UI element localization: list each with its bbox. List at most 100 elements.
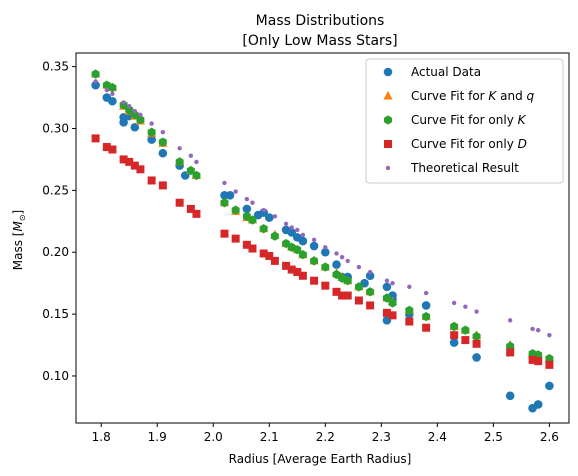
data-point <box>507 318 513 323</box>
data-point <box>270 256 279 265</box>
data-point <box>298 236 308 246</box>
y-axis-label-subscript: ⊙ <box>18 214 27 221</box>
legend-label: Curve Fit for only K <box>411 113 527 127</box>
legend-item: Actual Data <box>383 65 481 79</box>
data-point <box>423 290 429 296</box>
data-point <box>147 176 156 185</box>
data-point <box>158 148 168 158</box>
data-point <box>472 353 481 362</box>
legend-marker-dot <box>385 165 391 171</box>
data-point <box>175 198 184 207</box>
data-point <box>472 331 481 341</box>
data-point <box>248 244 257 253</box>
data-point <box>160 129 166 135</box>
data-point <box>194 159 199 165</box>
data-point <box>505 391 515 401</box>
data-point <box>108 83 117 93</box>
data-point <box>231 234 240 243</box>
y-axis-label-main: Mass [ <box>11 232 25 271</box>
data-point <box>244 196 250 202</box>
data-point <box>287 228 296 237</box>
x-tick-label: 2.4 <box>428 430 447 444</box>
data-point <box>119 155 128 164</box>
legend: Actual Data Curve Fit for K and q Curve Fi… <box>365 58 564 184</box>
data-point <box>283 221 289 226</box>
data-point <box>321 262 330 272</box>
data-point <box>384 278 390 283</box>
data-point <box>265 251 274 260</box>
data-point <box>270 231 279 241</box>
data-point <box>130 110 139 120</box>
data-point <box>506 348 515 357</box>
data-point <box>293 245 302 255</box>
data-point <box>158 181 167 190</box>
data-point <box>310 276 319 285</box>
data-point <box>547 332 552 338</box>
data-point <box>343 276 352 286</box>
data-point <box>334 251 339 256</box>
data-point <box>366 287 375 297</box>
data-point <box>282 261 291 270</box>
y-tick-label: 0.25 <box>42 183 69 197</box>
data-point <box>388 311 397 320</box>
data-point <box>242 240 251 249</box>
x-axis-label: Radius [Average Earth Radius] <box>229 452 412 466</box>
data-point <box>367 269 373 275</box>
data-point <box>472 339 481 348</box>
data-point <box>365 271 375 281</box>
data-point <box>382 308 391 317</box>
data-point <box>534 357 543 366</box>
y-tick-label: 0.10 <box>42 369 69 383</box>
data-point <box>332 260 341 269</box>
data-point <box>108 96 117 106</box>
data-point <box>192 170 201 181</box>
data-point <box>332 287 341 296</box>
y-axis-label-symbol: M <box>11 221 25 232</box>
plot-frame <box>75 52 570 424</box>
legend-marker-square <box>384 140 392 148</box>
data-point <box>91 69 100 79</box>
data-point <box>366 301 375 310</box>
y-axis-ticks: 0.10 0.15 0.20 0.25 0.30 0.35 <box>42 60 76 383</box>
data-point <box>104 87 110 93</box>
legend-label: Actual Data <box>411 65 481 79</box>
data-point <box>450 331 459 340</box>
x-tick-label: 2.2 <box>316 430 335 444</box>
x-tick-label: 1.8 <box>92 430 111 444</box>
data-point <box>450 321 459 332</box>
data-point <box>231 205 240 215</box>
data-point <box>354 296 363 305</box>
data-point <box>130 161 139 170</box>
legend-label: Curve Fit for only D <box>411 137 527 151</box>
data-point <box>382 293 391 303</box>
data-point <box>242 204 252 214</box>
data-point <box>545 381 554 391</box>
data-point <box>248 215 257 225</box>
data-point <box>102 143 111 152</box>
data-point <box>461 336 470 345</box>
x-axis-ticks: 1.8 1.9 2.0 2.1 2.2 2.3 2.4 2.5 2.6 <box>92 423 559 444</box>
data-point <box>108 145 117 154</box>
data-point <box>311 237 317 243</box>
data-point <box>405 317 414 326</box>
data-point <box>298 250 307 260</box>
data-point <box>287 265 296 274</box>
series-0 <box>91 80 554 413</box>
y-tick-label: 0.30 <box>42 121 69 135</box>
data-point <box>422 323 431 332</box>
data-point <box>233 189 238 194</box>
data-point <box>528 355 537 364</box>
data-point <box>147 127 156 137</box>
data-point <box>259 249 268 258</box>
series-4 <box>93 79 552 338</box>
chart-title-line2: [Only Low Mass Stars] <box>242 33 397 49</box>
data-point <box>338 291 347 300</box>
data-point <box>405 305 414 315</box>
data-point <box>321 281 330 290</box>
x-tick-label: 2.1 <box>260 430 279 444</box>
data-point <box>250 200 255 205</box>
plot-markers <box>91 69 554 413</box>
data-point <box>272 214 278 219</box>
data-point <box>407 284 412 290</box>
